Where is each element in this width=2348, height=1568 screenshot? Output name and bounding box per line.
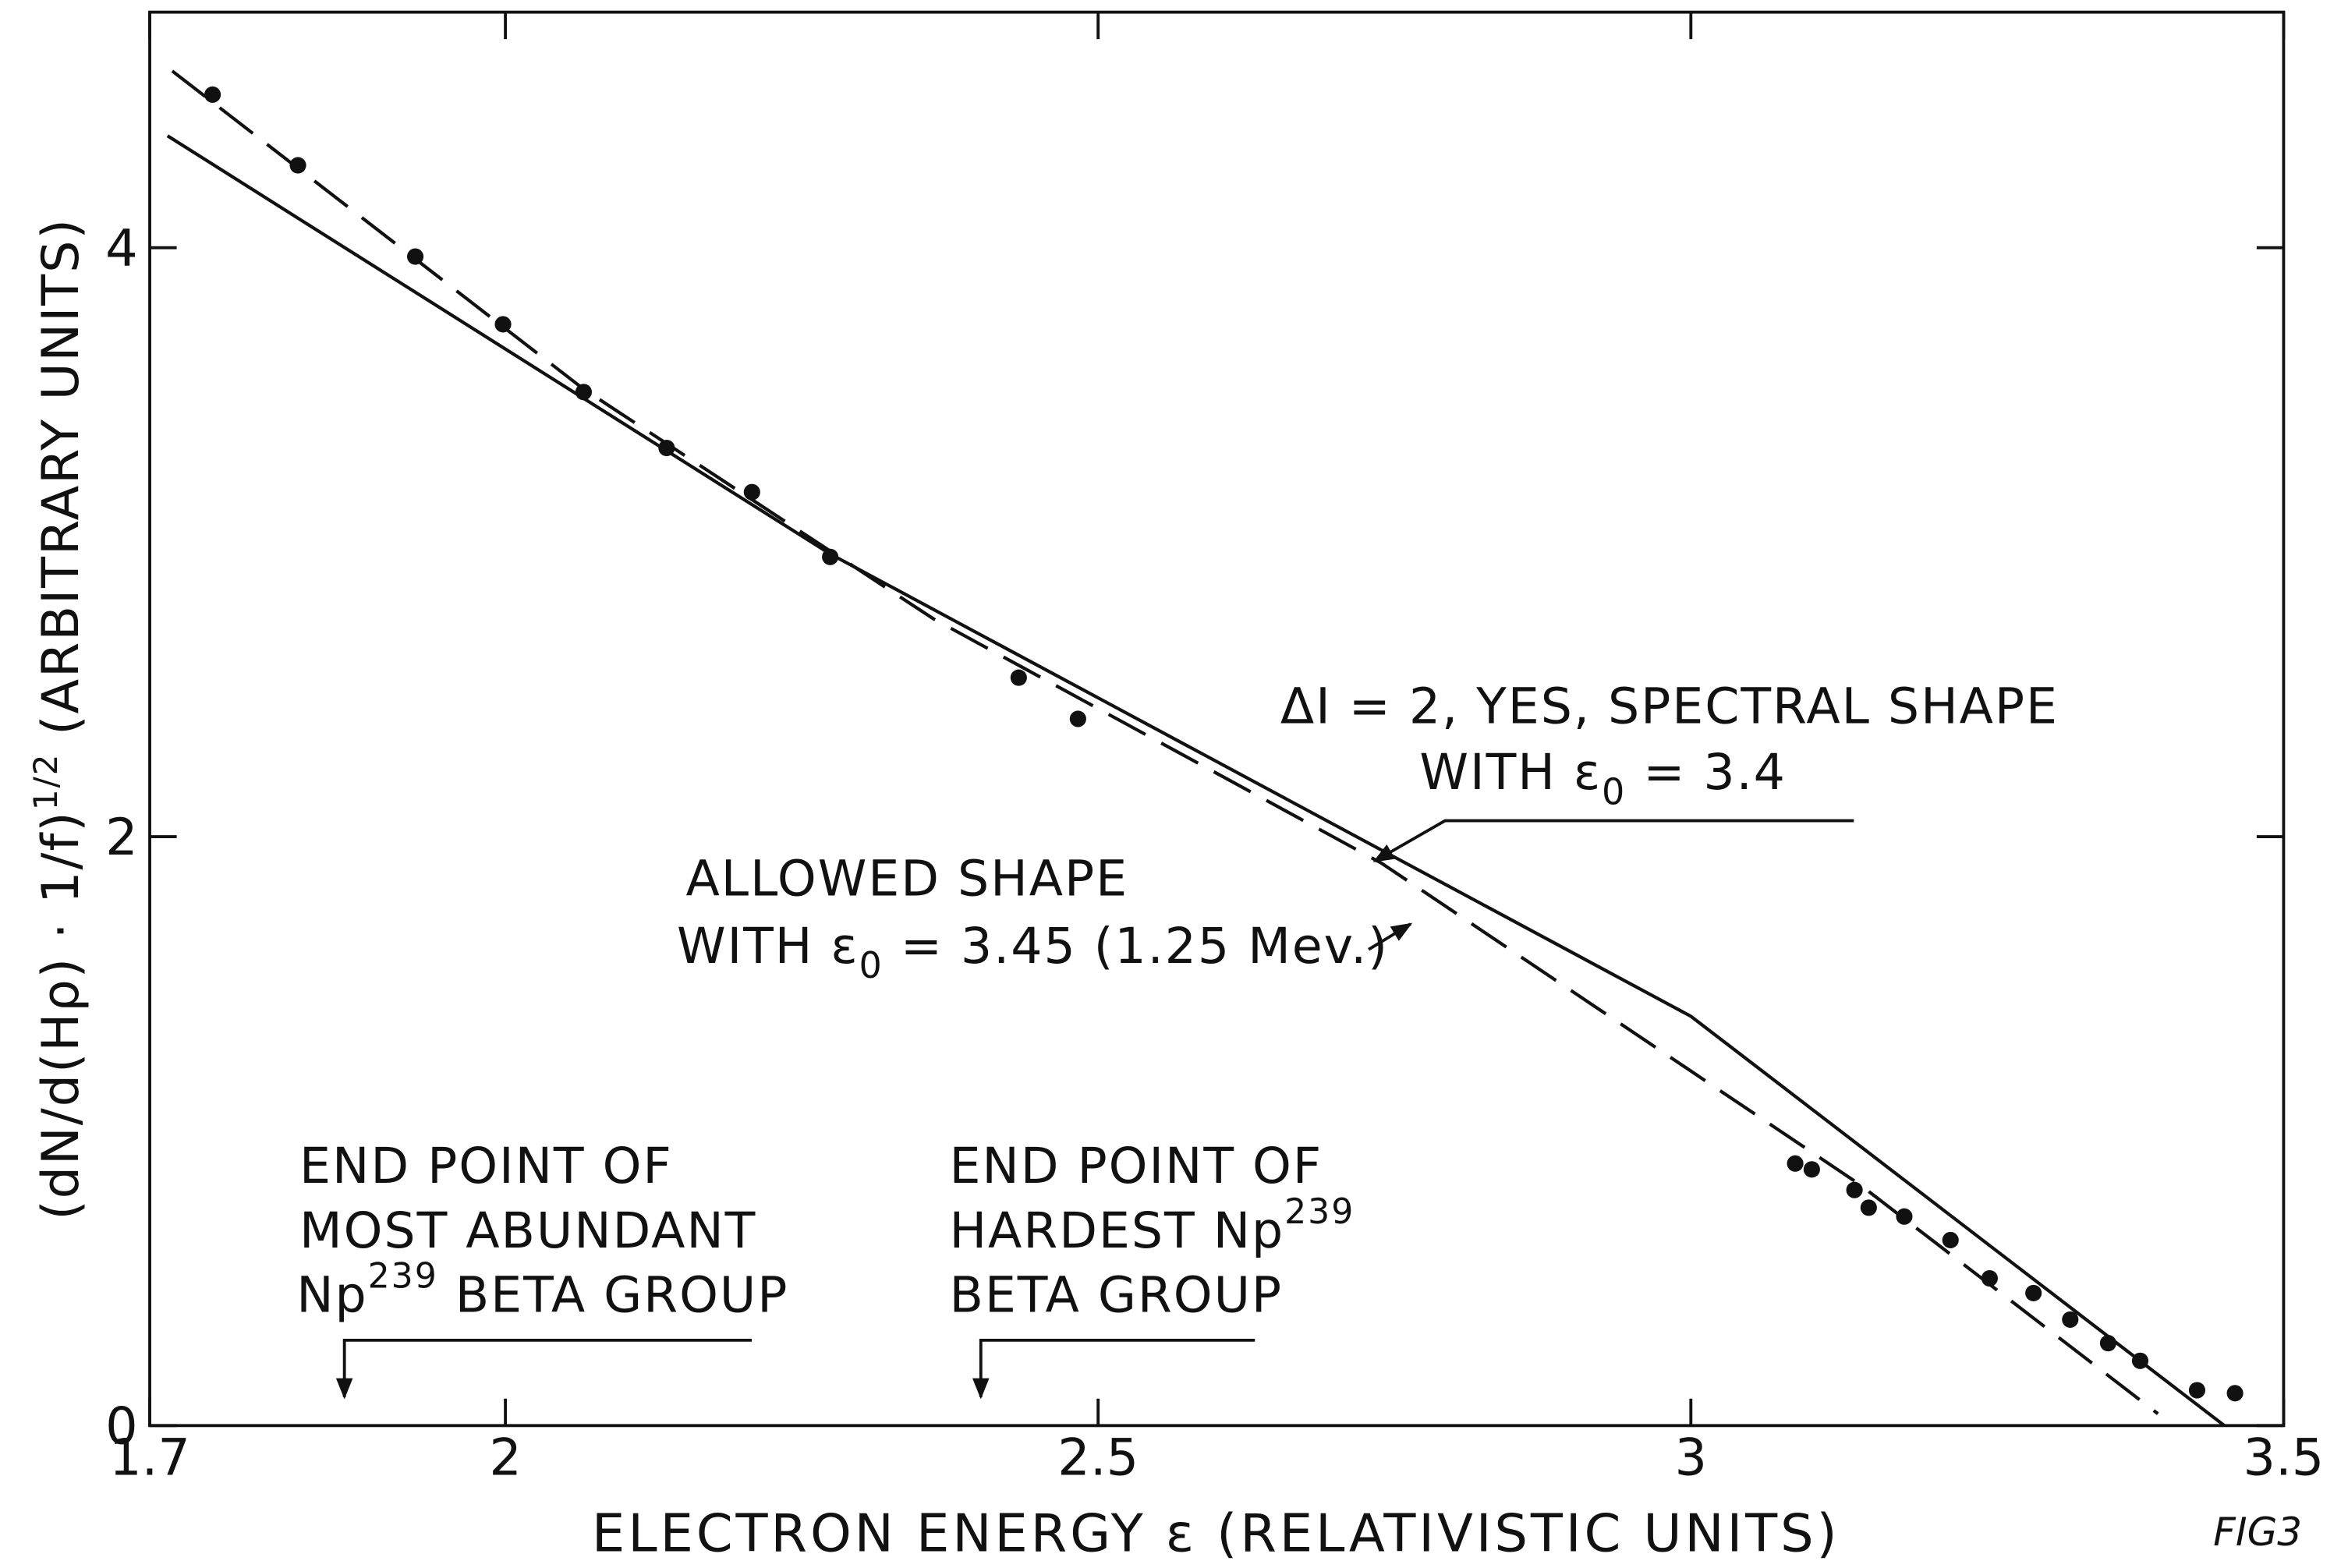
annotation-sup: 239 — [368, 1257, 438, 1297]
data-point — [1010, 669, 1027, 686]
data-point — [822, 548, 839, 565]
annotation-part: Np — [296, 1265, 367, 1323]
annotation-text: ΔI = 2, YES, SPECTRAL SHAPE — [1280, 678, 2059, 735]
annotation-arrow — [1368, 922, 1413, 951]
solid-curve — [166, 134, 2226, 1428]
y-tick-label: 2 — [105, 808, 138, 867]
solid-annotation: ALLOWED SHAPE WITH ε0 = 3.45 (1.25 Mev.) — [677, 850, 1413, 986]
annotation-sub: 0 — [1602, 770, 1626, 812]
data-point — [1787, 1155, 1804, 1172]
annotation-sub: 0 — [859, 944, 884, 986]
annotation-sup: 239 — [1284, 1192, 1355, 1232]
annotation-text: BETA GROUP — [949, 1265, 1283, 1323]
y-tick-label: 4 — [105, 219, 138, 278]
data-point — [2131, 1352, 2149, 1369]
data-point — [1981, 1269, 1998, 1287]
data-point — [2099, 1335, 2116, 1352]
annotation-text: HARDEST Np239 — [949, 1192, 1355, 1259]
data-point — [1860, 1199, 1877, 1216]
dashed-curve — [171, 69, 2159, 1415]
annotation-text: WITH ε0 = 3.45 (1.25 Mev.) — [677, 917, 1389, 986]
data-point — [494, 316, 512, 333]
x-axis-label: ELECTRON ENERGY ε (RELATIVISTIC UNITS) — [592, 1503, 1840, 1564]
plot-frame — [148, 10, 2286, 1428]
annotation-text: WITH ε0 = 3.4 — [1419, 743, 1787, 812]
figure-note: FIG3 — [2213, 1510, 2302, 1555]
y-label-main: (dN/d(Hρ) · 1/f) — [31, 810, 90, 1219]
y-label-rest: (ARBITRARY UNITS) — [31, 218, 90, 752]
dashed-annotation: ΔI = 2, YES, SPECTRAL SHAPE WITH ε0 = 3.… — [1280, 678, 2059, 863]
annotation-arrow — [335, 1338, 752, 1400]
x-tick-label: 2.5 — [1057, 1428, 1139, 1488]
annotation-part: BETA GROUP — [438, 1265, 789, 1323]
annotation-part: WITH ε — [677, 917, 859, 975]
annotation-part: HARDEST Np — [949, 1202, 1284, 1259]
annotation-part: WITH ε — [1419, 743, 1602, 801]
annotation-text: MOST ABUNDANT — [299, 1202, 756, 1259]
annotation-part: = 3.4 — [1626, 743, 1787, 801]
end-point-2: END POINT OF HARDEST Np239 BETA GROUP — [949, 1137, 1355, 1400]
data-point — [406, 248, 424, 265]
y-label-sup: 1/2 — [27, 753, 65, 811]
data-point — [1942, 1231, 1959, 1248]
data-point — [289, 157, 306, 174]
data-point — [1069, 710, 1086, 727]
x-tick-label: 1.7 — [109, 1428, 190, 1488]
annotation-text: END POINT OF — [949, 1137, 1323, 1195]
x-tick-label: 2 — [489, 1428, 522, 1488]
data-point — [1803, 1161, 1820, 1178]
annotation-text: Np239 BETA GROUP — [296, 1257, 788, 1324]
x-tick-label: 3.5 — [2244, 1428, 2325, 1488]
annotation-text: END POINT OF — [299, 1137, 673, 1195]
data-point — [658, 439, 675, 457]
data-point — [2188, 1382, 2206, 1399]
annotation-arrow — [1372, 819, 1854, 863]
annotation-arrow — [972, 1338, 1255, 1400]
data-point — [743, 483, 760, 501]
end-point-1: END POINT OF MOST ABUNDANT Np239 BETA GR… — [296, 1137, 788, 1400]
data-point — [1846, 1181, 1863, 1198]
data-point — [204, 86, 221, 103]
annotation-text: ALLOWED SHAPE — [685, 850, 1128, 908]
x-tick-label: 3 — [1675, 1428, 1708, 1488]
data-point — [1896, 1208, 1913, 1225]
y-tick-label: 0 — [105, 1396, 138, 1456]
data-point — [575, 384, 592, 401]
data-point — [2226, 1385, 2244, 1402]
annotation-part: = 3.45 (1.25 Mev.) — [884, 917, 1389, 975]
data-point — [2025, 1284, 2042, 1301]
y-axis-label: (dN/d(Hρ) · 1/f)1/2 (ARBITRARY UNITS) — [27, 218, 90, 1220]
data-point — [2062, 1311, 2079, 1328]
